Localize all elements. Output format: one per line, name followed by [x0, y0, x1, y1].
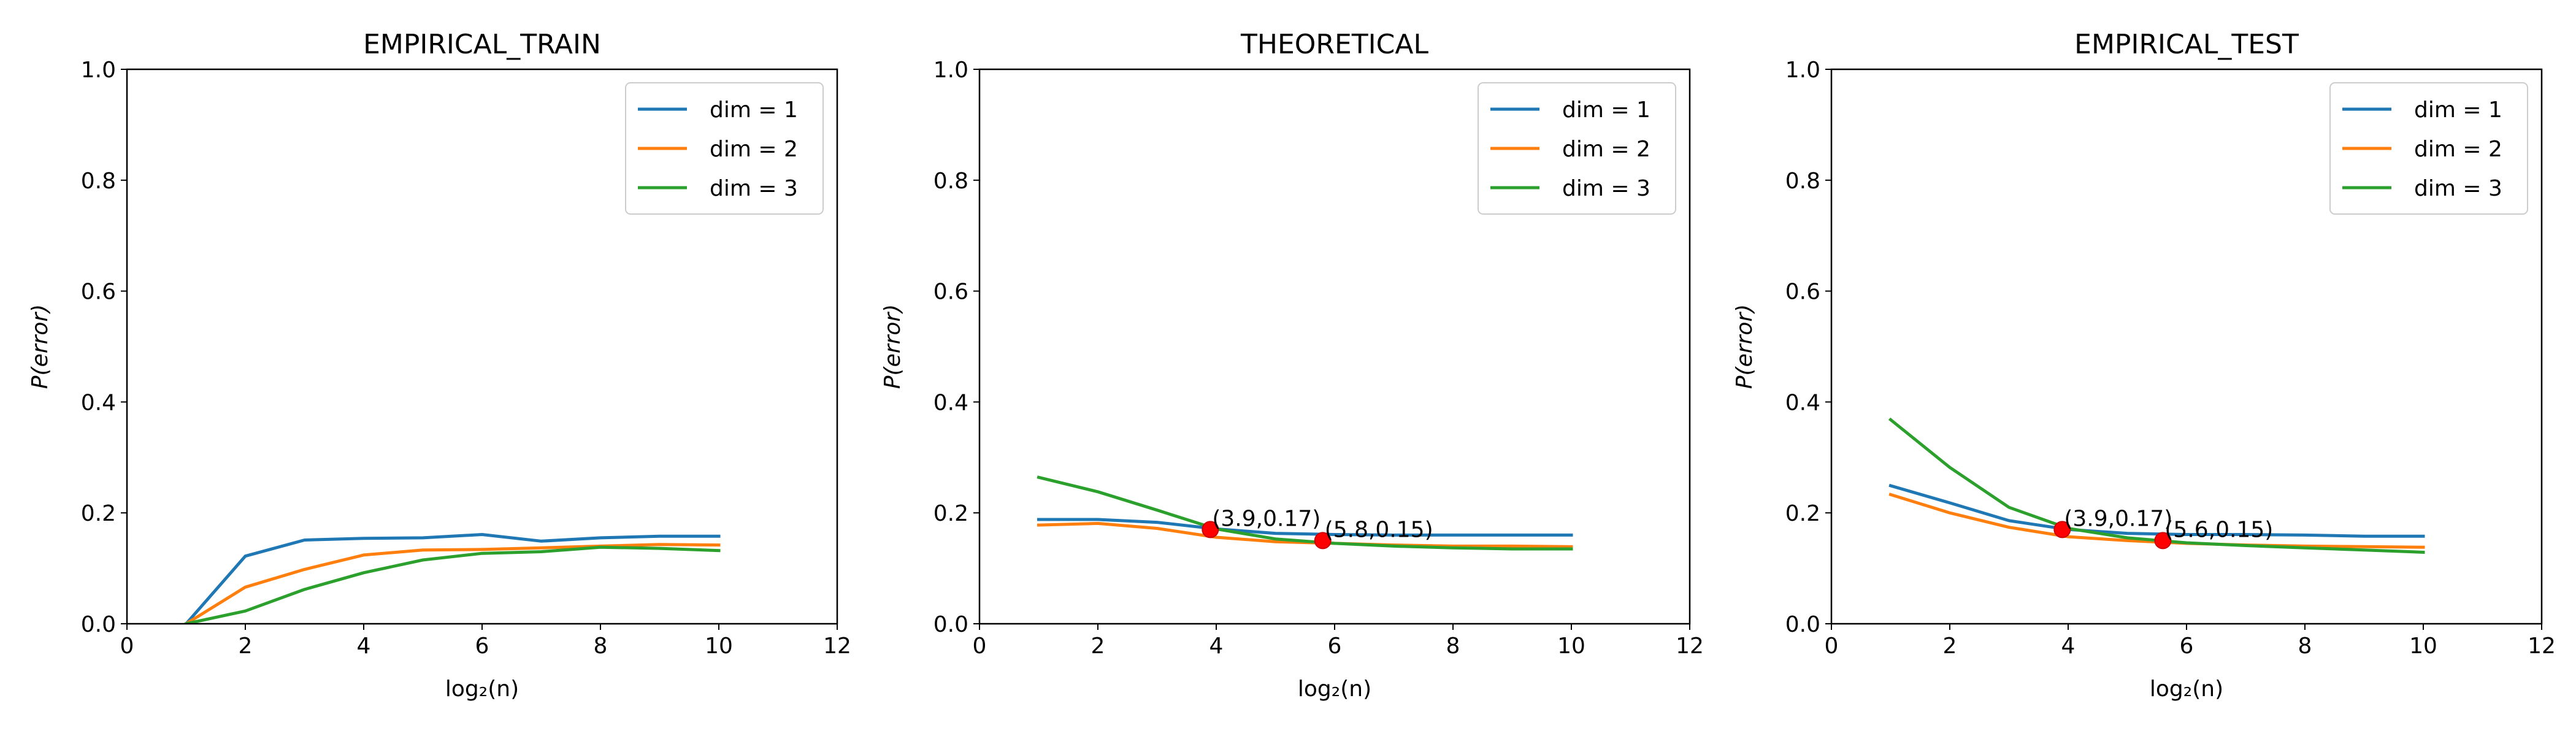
y-tick-label: 0.4	[933, 390, 968, 415]
x-tick-label: 12	[2528, 634, 2556, 659]
x-tick-label: 0	[120, 634, 134, 659]
x-tick-label: 2	[239, 634, 253, 659]
legend-box	[625, 82, 824, 215]
annotation-point	[1202, 521, 1219, 539]
legend-label: dim = 2	[2414, 137, 2502, 162]
x-tick-label: 4	[357, 634, 371, 659]
legend-label: dim = 2	[1562, 137, 1650, 162]
x-tick-label: 6	[1328, 634, 1342, 659]
legend: dim = 1 dim = 2 dim = 3	[1478, 82, 1676, 215]
x-tick-label: 2	[1091, 634, 1105, 659]
x-tick-label: 12	[823, 634, 851, 659]
y-tick-label: 0.2	[1785, 501, 1820, 526]
panel-title: EMPIRICAL_TEST	[2074, 29, 2299, 60]
panel-3: EMPIRICAL_TEST 0 2 4 6 8 10 12 0.0 0.2 0.4 0.6 0.8 1.…	[1732, 29, 2556, 702]
x-tick-label: 6	[2180, 634, 2194, 659]
x-axis-label: log₂(n)	[1298, 677, 1371, 702]
annotation-point	[2154, 532, 2172, 550]
series-line-1	[1888, 483, 2425, 538]
series-line-3	[184, 545, 721, 624]
y-tick-label: 0.8	[1785, 169, 1820, 194]
y-tick-label: 0.2	[933, 501, 968, 526]
y-tick-label: 0.0	[1785, 612, 1820, 637]
legend-label: dim = 2	[710, 137, 798, 162]
axes-frame	[126, 68, 838, 625]
y-tick-label: 1.0	[81, 58, 116, 83]
x-tick-label: 2	[1943, 634, 1957, 659]
y-axis-label: P(error)	[1732, 304, 1757, 389]
y-axis-label: P(error)	[28, 304, 53, 389]
x-tick-label: 10	[2409, 634, 2437, 659]
y-tick-label: 0.8	[933, 169, 968, 194]
legend-label: dim = 1	[1562, 98, 1650, 123]
legend-label: dim = 3	[1562, 176, 1650, 201]
axes-frame	[1830, 68, 2543, 625]
x-tick-label: 10	[705, 634, 733, 659]
y-tick-label: 0.0	[933, 612, 968, 637]
x-tick-label: 8	[2298, 634, 2312, 659]
panel-title: THEORETICAL	[1240, 29, 1428, 60]
y-tick-label: 1.0	[933, 58, 968, 83]
series-line-2	[184, 543, 721, 624]
legend-label: dim = 1	[710, 98, 798, 123]
x-tick-label: 8	[1446, 634, 1460, 659]
y-tick-label: 0.2	[81, 501, 116, 526]
series-line-3	[1037, 475, 1573, 551]
annotation-label: (5.8,0.15)	[1325, 517, 1433, 542]
panel-2: THEORETICAL 0 2 4 6 8 10 12 0.0 0.2 0.4 0.6 0.8 1.0 (3…	[880, 29, 1704, 702]
series-lines	[1037, 475, 1573, 551]
annotation-label: (5.6,0.15)	[2164, 517, 2273, 542]
x-tick-label: 8	[594, 634, 608, 659]
annotation-point	[2053, 521, 2071, 539]
legend-label: dim = 3	[2414, 176, 2502, 201]
x-tick-label: 12	[1676, 634, 1704, 659]
legend-box	[1478, 82, 1676, 215]
y-tick-label: 0.4	[81, 390, 116, 415]
x-axis-label: log₂(n)	[445, 677, 519, 702]
x-tick-label: 6	[475, 634, 489, 659]
y-tick-label: 1.0	[1785, 58, 1820, 83]
legend-label: dim = 1	[2414, 98, 2502, 123]
panel-title: EMPIRICAL_TRAIN	[363, 29, 601, 60]
x-tick-label: 0	[1825, 634, 1839, 659]
series-line-3	[1888, 417, 2425, 554]
y-tick-label: 0.4	[1785, 390, 1820, 415]
series-lines	[184, 533, 721, 624]
series-line-1	[1037, 518, 1573, 537]
x-tick-label: 4	[2061, 634, 2076, 659]
x-tick-label: 4	[1209, 634, 1224, 659]
series-lines	[1888, 417, 2425, 554]
series-line-1	[184, 533, 721, 624]
y-tick-label: 0.6	[1785, 280, 1820, 305]
x-tick-label: 10	[1557, 634, 1585, 659]
annotation-label: (3.9,0.17)	[1212, 506, 1321, 531]
y-tick-label: 0.6	[81, 280, 116, 305]
x-axis-label: log₂(n)	[2150, 677, 2223, 702]
y-tick-label: 0.8	[81, 169, 116, 194]
legend: dim = 1 dim = 2 dim = 3	[625, 82, 824, 215]
annotation-label: (3.9,0.17)	[2064, 506, 2172, 531]
panel-1: EMPIRICAL_TRAIN 0 2 4 6 8 10 12 0.0 0.2 0.4 0.6 0.8 1…	[28, 29, 851, 702]
axes-frame	[978, 68, 1691, 625]
y-tick-label: 0.0	[81, 612, 116, 637]
annotation-point	[1314, 532, 1332, 550]
legend-label: dim = 3	[710, 176, 798, 201]
legend-box	[2329, 82, 2528, 215]
legend: dim = 1 dim = 2 dim = 3	[2329, 82, 2528, 215]
y-tick-label: 0.6	[933, 280, 968, 305]
y-axis-label: P(error)	[880, 304, 905, 389]
x-tick-label: 0	[973, 634, 987, 659]
